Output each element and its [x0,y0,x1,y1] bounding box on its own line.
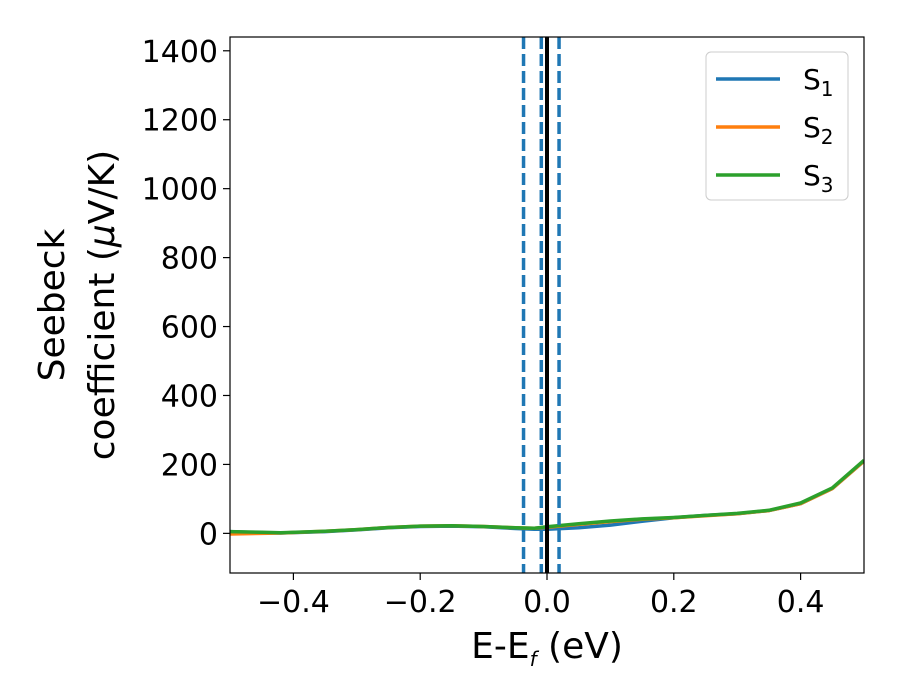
x-tick-label: −0.4 [257,585,330,620]
y-axis-title-line2: coefficient (μV/K) [82,150,123,460]
legend-label-s3: S3 [803,159,834,197]
legend: S1 S2 S3 [705,51,849,201]
x-axis-title: E-Ef (eV) [471,626,623,671]
y-tick-label: 1000 [142,173,218,208]
x-axis: −0.4 −0.2 0.0 0.2 0.4 [257,573,824,620]
series-line-s3 [230,458,864,535]
y-tick-label: 1200 [142,104,218,139]
y-axis-title: Seebeck coefficient (μV/K) [32,150,123,460]
vertical-lines [521,37,561,573]
y-tick-label: 1400 [142,35,218,70]
x-tick-label: −0.2 [384,585,457,620]
y-tick-label: 0 [199,517,218,552]
x-tick-label: 0.2 [650,585,698,620]
legend-label-s2: S2 [803,111,834,149]
y-tick-label: 600 [161,311,218,346]
x-tick-label: 0.4 [777,585,825,620]
y-tick-label: 800 [161,242,218,277]
y-axis-title-line1: Seebeck [32,228,73,381]
y-tick-label: 400 [161,379,218,414]
y-axis: 0 200 400 600 800 1000 1200 1400 [142,35,230,552]
y-tick-label: 200 [161,448,218,483]
legend-label-s1: S1 [803,63,834,101]
series-layer [230,458,864,536]
x-tick-label: 0.0 [523,585,571,620]
